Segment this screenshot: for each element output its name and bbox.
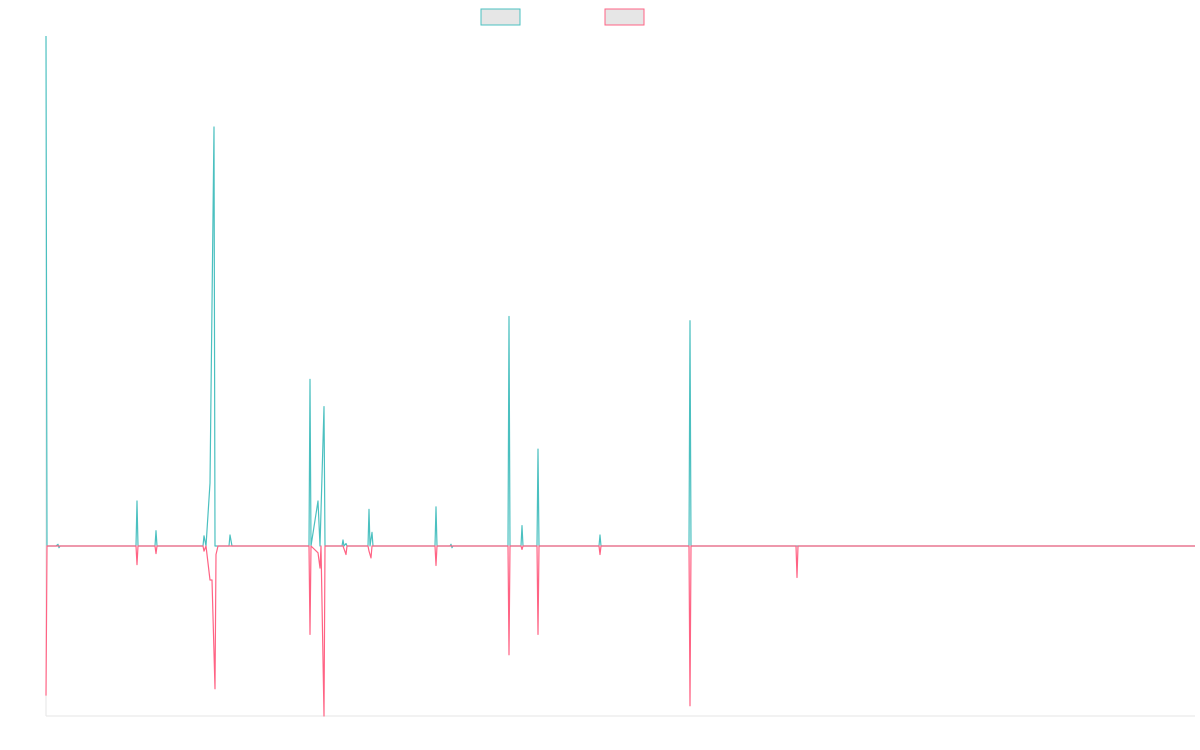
- series-line-1: [45, 35, 1195, 549]
- legend-swatch-1[interactable]: [480, 8, 521, 26]
- legend: [480, 8, 645, 26]
- series-line-2: [45, 545, 1195, 717]
- series-layer: [45, 35, 1195, 717]
- legend-swatch-2[interactable]: [604, 8, 645, 26]
